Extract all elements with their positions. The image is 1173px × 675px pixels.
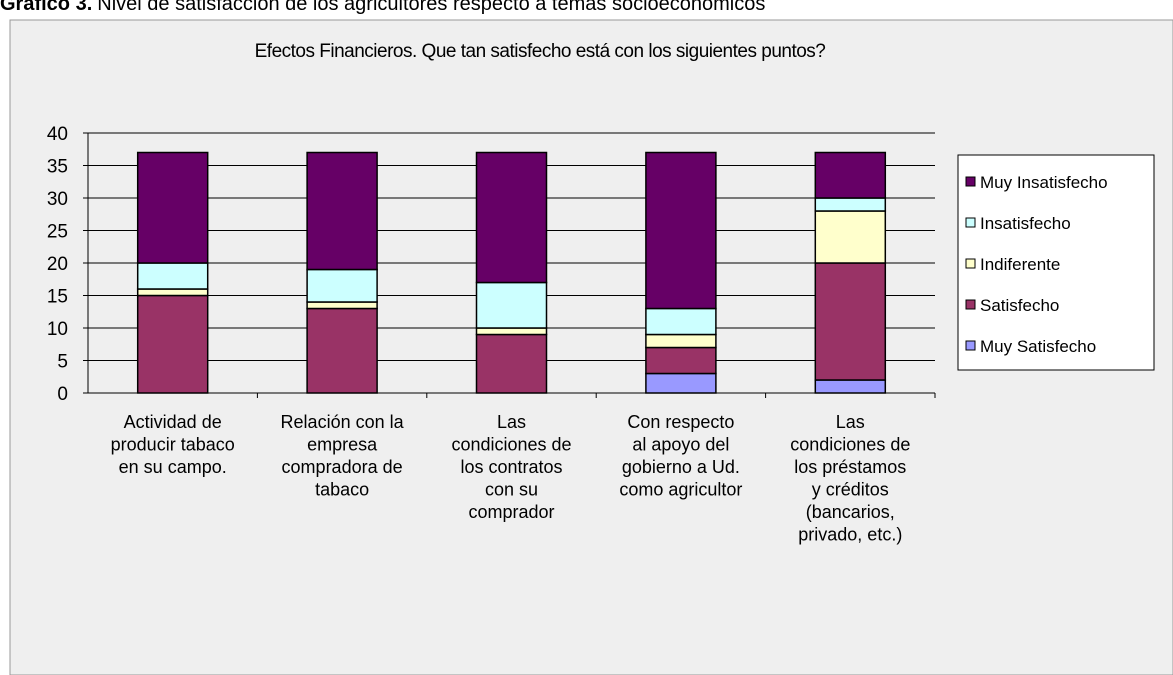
y-tick-label: 10 (47, 319, 68, 340)
bar-segment (814, 379, 887, 394)
legend-swatch (965, 340, 976, 351)
legend-label: Muy Satisfecho (980, 337, 1096, 356)
bar-segment (136, 288, 209, 297)
bar-segment (475, 151, 548, 284)
x-tick-label-line: empresa (307, 435, 378, 455)
y-tick-label: 25 (47, 222, 68, 243)
legend-swatch (965, 258, 976, 269)
bar-segment (136, 262, 209, 290)
caption-text: Nivel de satisfacción de los agricultore… (97, 0, 765, 15)
x-tick-label: Relación con la empresa compradora de tabac… (281, 412, 405, 500)
bar-segment (475, 327, 548, 336)
y-tick-label: 0 (57, 384, 68, 405)
x-tick-label-line: los contratos (460, 457, 562, 477)
x-tick-label-line: condiciones de (790, 435, 910, 455)
bar-segment (645, 372, 717, 394)
bar-segment (645, 151, 717, 310)
x-tick-label-line: gobierno a Ud. (622, 457, 740, 477)
x-tick-label: Las condiciones de los préstamos y créditos… (790, 412, 910, 545)
legend-label: Insatisfecho (980, 214, 1071, 233)
x-tick-label-line: con su (485, 480, 538, 500)
caption: Gráfico 3. Nivel de satisfacción de los a… (0, 0, 765, 15)
bar-segment (645, 346, 717, 375)
x-tick-label-line: tabaco (315, 480, 369, 500)
bar-segment (475, 281, 548, 329)
x-tick-label-line: Relación con la (281, 412, 405, 432)
x-tick-label-line: en su campo. (119, 457, 227, 477)
x-tick-label-line: y créditos (812, 480, 889, 500)
bar-segment (814, 151, 887, 199)
legend-swatch (965, 176, 976, 187)
caption-label: Gráfico 3. (0, 0, 92, 15)
bar-segment (136, 294, 209, 394)
x-tick-label: Con respecto al apoyo del gobierno a Ud. co… (619, 412, 742, 500)
x-tick-label: Actividad de producir tabaco en su campo. (111, 412, 235, 477)
bar-segment (306, 307, 378, 394)
x-tick-label-line: Las (836, 412, 865, 432)
y-tick-label: 40 (47, 124, 68, 145)
bar-segment (136, 151, 209, 264)
bar-segment (645, 333, 717, 349)
x-tick-label-line: compradora de (282, 457, 403, 477)
x-tick-label-line: Actividad de (124, 412, 222, 432)
legend-box (957, 154, 1155, 371)
legend-label: Muy Insatisfecho (980, 173, 1108, 192)
x-tick-label: Las condiciones de los contratos con su comp… (451, 412, 571, 522)
bar-segment (475, 333, 548, 394)
legend-swatch (965, 217, 976, 228)
bar-segment (814, 197, 887, 212)
x-tick-label-line: Con respecto (627, 412, 734, 432)
y-tick-label: 15 (47, 287, 68, 308)
bar-segment (306, 151, 378, 271)
y-tick-label: 5 (57, 352, 68, 373)
bar-segment (814, 262, 887, 381)
legend-label: Indiferente (980, 255, 1060, 274)
x-tick-label-line: (bancarios, (806, 502, 895, 522)
x-tick-label-line: privado, etc.) (798, 525, 902, 545)
x-tick-label-line: comprador (468, 502, 554, 522)
legend-swatch (965, 299, 976, 310)
x-tick-label-line: los préstamos (794, 457, 906, 477)
x-tick-label-line: condiciones de (451, 435, 571, 455)
y-tick-label: 35 (47, 157, 68, 178)
chart-title: Efectos Financieros. Que tan satisfecho … (255, 41, 826, 62)
bar-segment (645, 307, 717, 336)
y-tick-label: 30 (47, 189, 68, 210)
y-tick-label: 20 (47, 254, 68, 275)
bar-segment (306, 301, 378, 310)
x-tick-label-line: como agricultor (619, 480, 742, 500)
x-tick-label-line: producir tabaco (111, 435, 235, 455)
x-tick-label-line: al apoyo del (632, 435, 729, 455)
x-tick-label-line: Las (497, 412, 526, 432)
bar-segment (814, 210, 887, 264)
bar-segment (306, 268, 378, 303)
legend-label: Satisfecho (980, 296, 1059, 315)
